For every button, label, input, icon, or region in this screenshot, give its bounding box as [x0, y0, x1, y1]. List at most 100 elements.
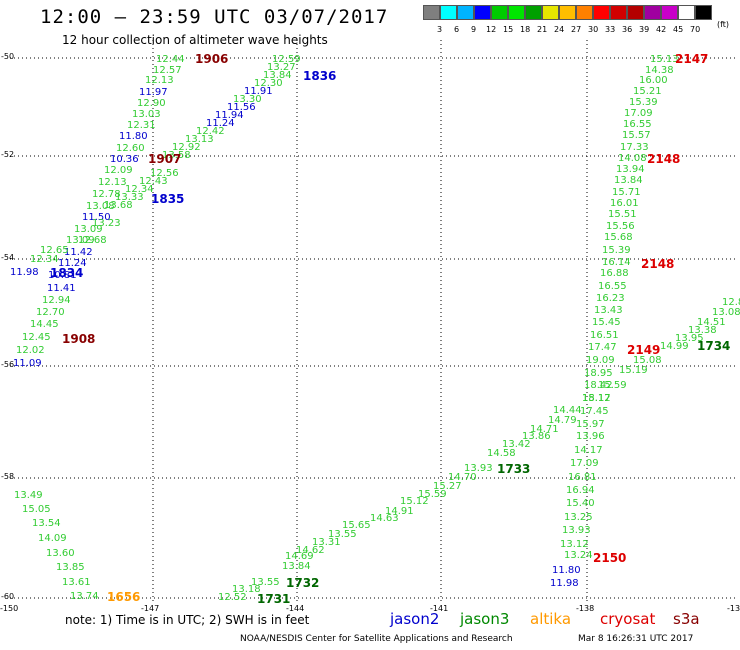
colorbar-label: 12 — [486, 25, 497, 34]
colorbar-label: 3 — [437, 25, 443, 34]
wave-height-value: 13.09 — [66, 235, 95, 246]
map-subtitle: 12 hour collection of altimeter wave hei… — [62, 33, 328, 47]
colorbar-swatch — [559, 5, 576, 20]
pass-time-label: 1907 — [148, 152, 182, 166]
wave-height-value: 15.39 — [602, 245, 631, 256]
colorbar-swatch — [457, 5, 474, 20]
wave-height-value: 15.97 — [576, 419, 605, 430]
legend-jason3: jason3 — [460, 610, 510, 628]
wave-height-value: 13.09 — [74, 224, 103, 235]
wave-height-value: 18.95 — [584, 368, 613, 379]
colorbar-label: 9 — [471, 25, 477, 34]
wave-height-value: 13.93 — [562, 525, 591, 536]
pass-time-label: 1834 — [50, 266, 84, 280]
wave-height-value: 15.65 — [342, 520, 371, 531]
lat-label: -60 — [1, 592, 15, 601]
colorbar-label: 33 — [605, 25, 616, 34]
wave-height-value: 13.54 — [32, 518, 61, 529]
wave-height-value: 12.52 — [218, 592, 247, 603]
wave-height-value: 15.19 — [619, 365, 648, 376]
wave-height-value: 15.21 — [633, 86, 662, 97]
wave-height-value: 12.30 — [254, 78, 283, 89]
wave-height-value: 15.40 — [566, 498, 595, 509]
wave-height-value: 13.08 — [86, 201, 115, 212]
colorbar-label: 18 — [520, 25, 531, 34]
wave-height-value: 10.81 — [48, 270, 77, 281]
wave-height-value: 13.94 — [616, 164, 645, 175]
wave-height-value: 14.08 — [618, 153, 647, 164]
wave-height-value: 13.12 — [560, 539, 589, 550]
wave-height-value: 12.02 — [16, 345, 45, 356]
wave-height-value: 10.36 — [110, 154, 139, 165]
wave-height-value: 15.57 — [622, 130, 651, 141]
wave-height-value: 12.65 — [40, 245, 69, 256]
colorbar-label: 21 — [537, 25, 548, 34]
wave-height-value: 11.24 — [58, 258, 87, 269]
wave-height-value: 15.71 — [612, 187, 641, 198]
wave-height-value: 14.71 — [530, 424, 559, 435]
colorbar-swatch — [661, 5, 678, 20]
wave-height-value: 16.14 — [602, 257, 631, 268]
wave-height-value: 15.45 — [592, 317, 621, 328]
wave-height-value: 18.12 — [582, 393, 611, 404]
wave-height-value: 15.39 — [629, 97, 658, 108]
lat-label: -52 — [1, 150, 15, 159]
wave-height-value: 13.58 — [162, 150, 191, 161]
lat-label: -54 — [1, 253, 15, 262]
wave-height-value: 17.09 — [570, 458, 599, 469]
wave-height-value: 11.09 — [13, 358, 42, 369]
wave-height-value: 13.61 — [62, 577, 91, 588]
wave-height-value: 13.55 — [251, 577, 280, 588]
colorbar-swatch — [593, 5, 610, 20]
wave-height-value: 18.42 — [584, 380, 613, 391]
wave-height-value: 15.27 — [433, 481, 462, 492]
lat-label: -50 — [1, 52, 15, 61]
wave-height-value: 17.09 — [624, 108, 653, 119]
colorbar-label: 15 — [503, 25, 514, 34]
wave-height-value: 15.51 — [608, 209, 637, 220]
wave-height-value: 17.47 — [588, 342, 617, 353]
colorbar-swatch — [576, 5, 593, 20]
wave-height-value: 15.59 — [598, 380, 627, 391]
wave-height-value: 16.81 — [568, 472, 597, 483]
colorbar-swatch — [525, 5, 542, 20]
wave-height-value: 15.12 — [400, 496, 429, 507]
colorbar-swatch — [695, 5, 712, 20]
wave-height-value: 11.80 — [552, 565, 581, 576]
colorbar-label: 30 — [588, 25, 599, 34]
colorbar-swatch — [491, 5, 508, 20]
colorbar-label: 42 — [656, 25, 667, 34]
legend-cryosat: cryosat — [600, 610, 656, 628]
pass-time-label: 1835 — [151, 192, 185, 206]
wave-height-value: 11.50 — [82, 212, 111, 223]
wave-height-value: 11.97 — [139, 87, 168, 98]
pass-time-label: 2148 — [647, 152, 681, 166]
wave-height-value: 16.01 — [610, 198, 639, 209]
wave-height-value: 13.18 — [232, 584, 261, 595]
colorbar-swatch — [423, 5, 440, 20]
wave-height-value: 13.55 — [328, 529, 357, 540]
wave-height-value: 15.68 — [604, 232, 633, 243]
wave-height-value: 13.84 — [263, 70, 292, 81]
wave-height-value: 12.42 — [196, 126, 225, 137]
pass-time-label: 1733 — [497, 462, 531, 476]
lon-label: -147 — [141, 604, 160, 613]
wave-height-value: 11.80 — [119, 131, 148, 142]
wave-height-value: 17.33 — [620, 142, 649, 153]
wave-height-value: 13.27 — [267, 62, 296, 73]
wave-height-value: 11.94 — [215, 110, 244, 121]
colorbar-swatch — [627, 5, 644, 20]
wave-height-value: 13.84 — [282, 561, 311, 572]
wave-height-value: 13.95 — [675, 333, 704, 344]
wave-height-value: 16.00 — [639, 75, 668, 86]
lon-label: -13 — [727, 604, 740, 613]
wave-height-value: 12.57 — [153, 65, 182, 76]
wave-height-value: 13.24 — [564, 550, 593, 561]
colorbar-swatch — [508, 5, 525, 20]
wave-height-value: 13.30 — [233, 94, 262, 105]
wave-height-value: 16.55 — [623, 119, 652, 130]
wave-height-value: 12.92 — [172, 142, 201, 153]
wave-height-value: 11.24 — [206, 118, 235, 129]
wave-height-value: 13.08 — [712, 307, 740, 318]
